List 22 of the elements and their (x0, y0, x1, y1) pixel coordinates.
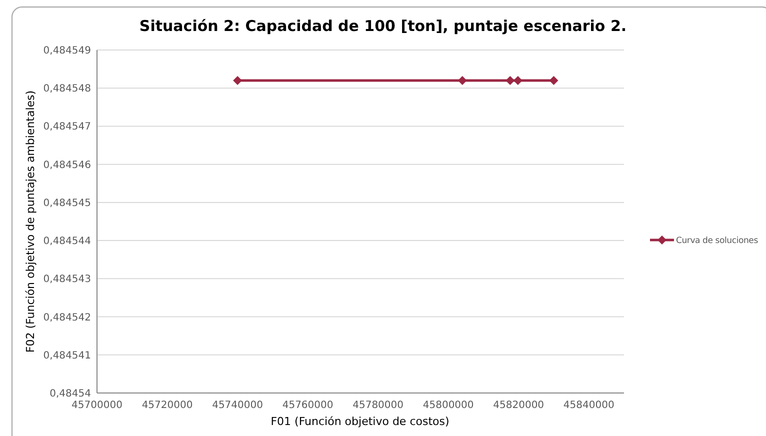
y-tick-label: 0,484544 (43, 236, 91, 248)
y-tick-label: 0,484542 (43, 312, 91, 324)
legend-label: Curva de soluciones (676, 236, 759, 246)
y-tick-label: 0,484543 (43, 274, 91, 286)
y-tick-label: 0,484549 (43, 46, 91, 56)
x-tick-label: 45760000 (282, 400, 334, 411)
y-tick-label: 0,484546 (43, 160, 91, 171)
x-tick-label: 45820000 (493, 400, 544, 411)
y-axis-title: F02 (Función objetivo de puntajes ambientales) (24, 90, 37, 353)
x-tick-label: 45720000 (142, 400, 193, 411)
x-tick-label: 45800000 (422, 400, 474, 411)
y-tick-label: 0,484545 (43, 198, 91, 209)
x-tick-label: 45700000 (72, 400, 122, 411)
chart-title: Situación 2: Capacidad de 100 [ton], puntaje escenario 2. (139, 17, 627, 35)
x-axis-title: F01 (Función objetivo de costos) (270, 415, 450, 428)
y-tick-label: 0,484547 (43, 122, 91, 133)
x-tick-label: 45740000 (212, 400, 263, 411)
x-tick-label: 45780000 (352, 400, 404, 411)
y-tick-label: 0,48454 (50, 388, 91, 400)
y-tick-label: 0,484541 (43, 350, 91, 362)
x-tick-label: 45840000 (563, 400, 614, 411)
y-tick-label: 0,484548 (43, 84, 91, 95)
